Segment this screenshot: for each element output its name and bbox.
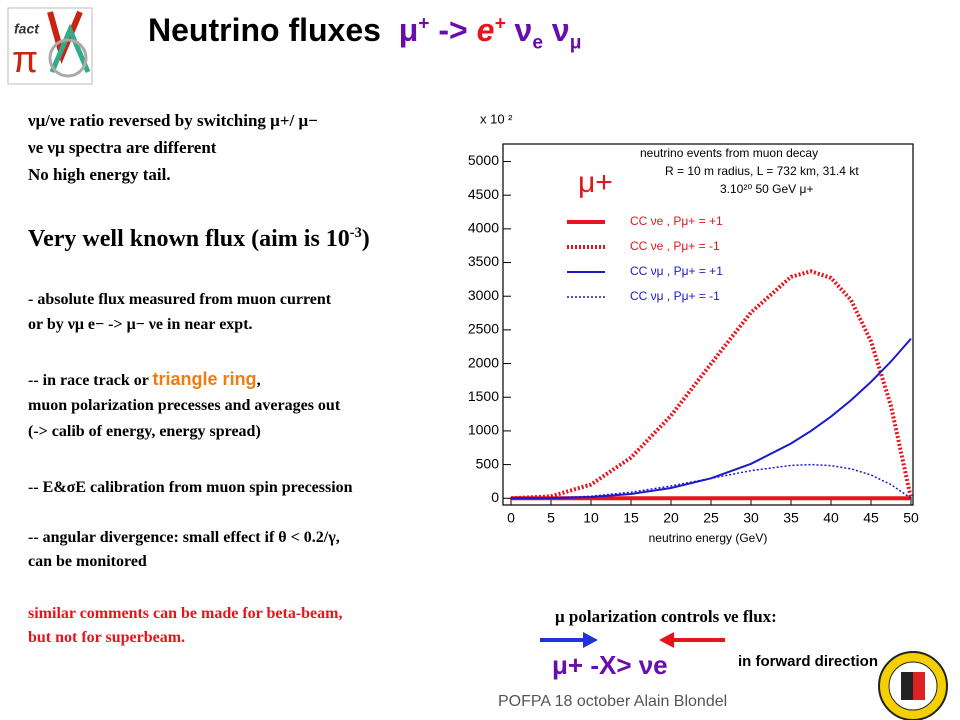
- title-formula: μ+ ->: [399, 12, 477, 48]
- x-tick-label: 20: [663, 510, 679, 526]
- nu-sub: e: [532, 32, 543, 54]
- mu: μ: [398, 12, 419, 48]
- legend-label: CC νe , Pμ+ = +1: [630, 214, 723, 228]
- multiplier: x 10 ²: [480, 111, 513, 126]
- note: -- in race track or triangle ring,: [28, 370, 261, 389]
- y-tick-label: 5000: [468, 152, 499, 168]
- logo: fact π: [7, 7, 93, 85]
- info: 3.10²⁰ 50 GeV μ+: [720, 182, 813, 196]
- x-tick-label: 0: [507, 510, 515, 526]
- note: -- angular divergence: small effect if θ…: [28, 529, 340, 546]
- y-tick-label: 500: [476, 455, 500, 471]
- note: can be monitored: [28, 553, 147, 570]
- x-tick-label: 35: [783, 510, 799, 526]
- nu: ν: [514, 12, 533, 48]
- x-tick-label: 10: [583, 510, 599, 526]
- footer: POFPA 18 october Alain Blondel: [498, 693, 728, 710]
- slide-title: Neutrino fluxes μ+ -> e+ νe νμ: [148, 14, 581, 53]
- polarization-arrows: [540, 632, 725, 648]
- chart-title: neutrino events from muon decay: [640, 146, 818, 160]
- y-tick-label: 1000: [468, 422, 499, 438]
- note-text: -- in race track or: [28, 372, 153, 389]
- note: (-> calib of energy, energy spread): [28, 423, 261, 440]
- note-red: but not for superbeam.: [28, 629, 186, 646]
- x-tick-label: 30: [743, 510, 759, 526]
- note: -- E&σE calibration from muon spin prece…: [28, 479, 353, 496]
- note-text: ,: [256, 372, 261, 389]
- y-tick-label: 3000: [468, 287, 499, 303]
- y-tick-label: 2000: [468, 354, 499, 370]
- title-text: Neutrino fluxes: [148, 12, 381, 48]
- legend-label: CC νμ , Pμ+ = +1: [630, 264, 723, 278]
- headline: Very well known flux (aim is 10-3): [28, 226, 370, 251]
- nu: ν: [551, 12, 570, 48]
- legend-label: CC νe , Pμ+ = -1: [630, 239, 720, 253]
- caption: μ polarization controls νe flux:: [555, 607, 777, 626]
- note: No high energy tail.: [28, 165, 171, 184]
- y-tick-label: 0: [491, 489, 499, 505]
- direction: in forward direction: [738, 653, 879, 670]
- series-line: [510, 337, 912, 500]
- note: νe νμ spectra are different: [28, 138, 217, 157]
- relation: μ+ -X> νe: [552, 650, 668, 680]
- nu-sub: μ: [569, 32, 582, 54]
- x-tick-label: 40: [823, 510, 839, 526]
- x-tick-label: 15: [623, 510, 639, 526]
- e: e: [476, 12, 495, 48]
- note: muon polarization precesses and averages…: [28, 397, 341, 414]
- crest: [878, 651, 948, 720]
- headline-sup: -3: [349, 225, 362, 241]
- series-line: [510, 463, 912, 500]
- legend-label: CC νμ , Pμ+ = -1: [630, 289, 720, 303]
- x-tick-label: 5: [547, 510, 555, 526]
- y-tick-label: 3500: [468, 253, 499, 269]
- mu-sup: +: [418, 13, 430, 35]
- series-line: [510, 269, 913, 501]
- x-tick-label: 25: [703, 510, 719, 526]
- y-tick-label: 4500: [468, 186, 499, 202]
- info: R = 10 m radius, L = 732 km, 31.4 kt: [665, 164, 859, 178]
- legend-title: μ+: [578, 166, 613, 199]
- y-tick-label: 4000: [468, 220, 499, 236]
- x-tick-label: 50: [903, 510, 919, 526]
- note: - absolute flux measured from muon curre…: [28, 291, 332, 308]
- note: or by νμ e− -> μ− νe in near expt.: [28, 316, 253, 333]
- svg-text:π: π: [12, 39, 38, 81]
- y-tick-label: 2500: [468, 321, 499, 337]
- headline-close: ): [361, 226, 370, 252]
- note-red: similar comments can be made for beta-be…: [28, 605, 343, 622]
- x-tick-label: 45: [863, 510, 879, 526]
- svg-text:fact: fact: [14, 21, 40, 37]
- e-sup: +: [494, 13, 506, 35]
- highlight: triangle ring: [152, 369, 257, 389]
- x-axis-label: neutrino energy (GeV): [649, 531, 768, 545]
- y-tick-label: 1500: [468, 388, 499, 404]
- note: νμ/νe ratio reversed by switching μ+/ μ−: [28, 111, 318, 130]
- arrow: ->: [438, 12, 468, 48]
- plot-frame: [502, 143, 914, 506]
- headline-text: Very well known flux (aim is 10: [28, 226, 350, 252]
